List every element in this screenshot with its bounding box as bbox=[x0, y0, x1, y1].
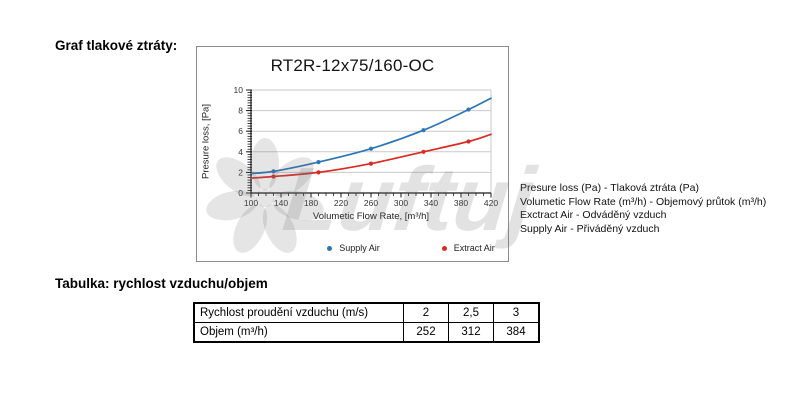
legend-label: Supply Air bbox=[339, 243, 380, 253]
table-section-heading: Tabulka: rychlost vzduchu/objem bbox=[55, 276, 268, 291]
x-tick-label: 260 bbox=[364, 198, 378, 208]
series-marker-extract-air bbox=[421, 149, 426, 154]
series-marker-supply-air bbox=[421, 128, 426, 133]
series-marker-extract-air bbox=[316, 170, 321, 175]
y-tick-label: 8 bbox=[238, 106, 243, 116]
legend-marker-icon bbox=[327, 245, 333, 251]
y-tick-label: 10 bbox=[234, 85, 244, 95]
x-tick-label: 380 bbox=[454, 198, 468, 208]
series-marker-supply-air bbox=[368, 146, 374, 151]
chart-legend: Supply Air Extract Air bbox=[251, 243, 533, 253]
series-marker-supply-air bbox=[316, 160, 321, 165]
note-line: Supply Air - Přiváděný vzduch bbox=[520, 222, 660, 235]
x-tick-label: 220 bbox=[334, 198, 348, 208]
series-line-extract-air bbox=[250, 133, 492, 179]
y-tick-label: 6 bbox=[238, 126, 243, 136]
y-axis-label: Presure loss, [Pa] bbox=[200, 104, 212, 179]
legend-entry-extract-air: Extract Air bbox=[441, 243, 495, 253]
pressure-loss-chart: RT2R-12x75/160-OC 100 140 180 220 260 300 340 3… bbox=[196, 46, 509, 262]
x-tick-label: 420 bbox=[484, 198, 498, 208]
x-tick-label: 140 bbox=[274, 198, 288, 208]
chart-plot-area: 100 140 180 220 260 300 340 380 420 0 2 4 6 8 10 bbox=[234, 85, 499, 208]
legend-notes: Presure loss (Pa) - Tlaková ztráta (Pa) V… bbox=[520, 182, 766, 236]
series-marker-extract-air bbox=[466, 139, 471, 144]
x-axis-label: Volumetic Flow Rate, [m³/h] bbox=[312, 211, 430, 222]
legend-marker-icon bbox=[441, 245, 447, 251]
x-tick-label: 340 bbox=[424, 198, 438, 208]
air-speed-volume-table: Rychlost proudění vzduchu (m/s) 2 2,5 3 Obje… bbox=[193, 302, 540, 343]
chart-section-heading: Graf tlakové ztráty: bbox=[55, 38, 178, 53]
row-label-cell: Rychlost proudění vzduchu (m/s) bbox=[193, 302, 404, 323]
y-tick-label: 0 bbox=[238, 188, 243, 198]
legend-label: Extract Air bbox=[453, 243, 495, 253]
value-cell: 252 bbox=[403, 322, 449, 343]
row-label-cell: Objem (m³/h) bbox=[193, 322, 404, 343]
series-marker-supply-air bbox=[466, 107, 471, 112]
x-tick-label: 300 bbox=[394, 198, 408, 208]
value-cell: 2,5 bbox=[448, 302, 494, 323]
y-tick-label: 4 bbox=[238, 147, 243, 157]
series-marker-extract-air bbox=[368, 161, 374, 166]
series-marker-extract-air bbox=[271, 174, 276, 179]
table-row: Objem (m³/h) 252 312 384 bbox=[193, 322, 540, 343]
value-cell: 2 bbox=[403, 302, 449, 323]
chart-title: RT2R-12x75/160-OC bbox=[270, 56, 435, 75]
value-cell: 312 bbox=[448, 322, 494, 343]
note-line: Exctract Air - Odváděný vzduch bbox=[520, 209, 667, 221]
legend-entry-supply-air: Supply Air bbox=[327, 243, 380, 253]
x-tick-label: 100 bbox=[244, 198, 258, 208]
note-line: Volumetic Flow Rate (m³/h) - Objemový pr… bbox=[520, 195, 767, 208]
series-marker-supply-air bbox=[271, 169, 276, 174]
y-tick-label: 2 bbox=[238, 167, 243, 177]
value-cell: 3 bbox=[493, 302, 540, 323]
table-row: Rychlost proudění vzduchu (m/s) 2 2,5 3 bbox=[193, 302, 540, 323]
note-line: Presure loss (Pa) - Tlaková ztráta (Pa) bbox=[520, 182, 699, 194]
x-tick-label: 180 bbox=[304, 198, 318, 208]
value-cell: 384 bbox=[493, 322, 540, 343]
